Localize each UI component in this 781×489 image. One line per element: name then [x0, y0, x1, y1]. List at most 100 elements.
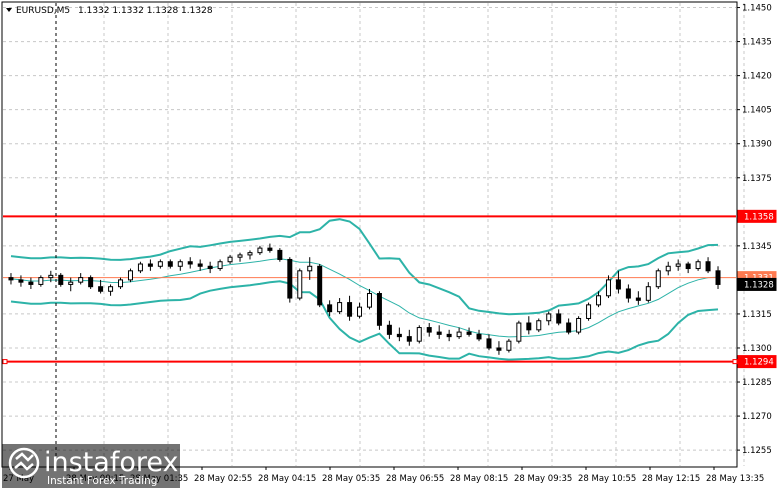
lower-price-badge: 1.1294: [737, 355, 777, 369]
lower-level-handle[interactable]: [2, 359, 8, 365]
candle: [526, 316, 532, 335]
price-tick-label: 1.1450: [742, 4, 772, 14]
candle: [486, 334, 492, 351]
candle: [108, 284, 114, 296]
candle: [58, 273, 64, 287]
lower-price-label: 1.1294: [744, 358, 774, 368]
candle: [337, 298, 343, 314]
candle: [247, 250, 253, 260]
candle: [476, 329, 482, 342]
candle: [625, 284, 631, 303]
ohlc-values: 1.1332 1.1332 1.1328 1.1328: [78, 6, 213, 16]
price-tick-label: 1.1420: [742, 72, 772, 82]
candle: [267, 243, 273, 253]
candle: [456, 327, 462, 339]
candle: [317, 264, 323, 308]
time-tick-label: 28 May 02:55: [194, 474, 252, 484]
plot-area[interactable]: [1, 1, 738, 468]
candle: [127, 268, 133, 283]
candle: [376, 291, 382, 330]
candle: [506, 338, 512, 353]
candle: [466, 327, 472, 337]
candle: [655, 268, 661, 289]
candle: [386, 320, 392, 339]
price-tick-label: 1.1435: [742, 38, 772, 48]
candle: [705, 257, 711, 274]
time-tick-label: 28 May 06:55: [386, 474, 444, 484]
candle: [147, 259, 153, 271]
price-tick-label: 1.1405: [742, 106, 772, 116]
last-price-label: 1.1328: [744, 280, 774, 290]
candle: [446, 329, 452, 342]
middle-band-line: [10, 258, 719, 338]
candle: [327, 300, 333, 317]
dropdown-triangle-icon[interactable]: [6, 8, 12, 12]
candle: [605, 275, 611, 299]
candle: [665, 261, 671, 276]
candle: [366, 288, 372, 310]
candle: [28, 277, 34, 289]
candle: [98, 279, 104, 294]
time-tick-label: 28 May 10:55: [578, 474, 636, 484]
time-tick-label: 28 May 12:15: [642, 474, 700, 484]
upper-price-label: 1.1358: [744, 212, 774, 222]
instaforex-logo: instaforex Instant Forex Trading: [2, 444, 180, 488]
candle: [576, 316, 582, 335]
candle: [167, 259, 173, 269]
candle: [685, 261, 691, 274]
lower-level-handle[interactable]: [732, 359, 738, 365]
price-axis: 1.1450 1.1435 1.1420 1.1405 1.1390 1.1375 1.13…: [737, 4, 772, 456]
candle: [207, 261, 213, 274]
symbol-label: EURUSD,M5: [16, 6, 70, 16]
time-tick-label: 28 May 09:35: [514, 474, 572, 484]
candle: [436, 325, 442, 339]
candle: [277, 248, 283, 262]
candle: [307, 257, 313, 280]
grid: [3, 3, 745, 466]
time-tick-label: 28 May 08:15: [450, 474, 508, 484]
level-lines: [2, 215, 738, 365]
candle: [187, 257, 193, 269]
time-tick-label: 28 May 05:35: [322, 474, 380, 484]
candle: [556, 309, 562, 326]
logo-tagline: Instant Forex Trading: [47, 475, 157, 487]
price-tick-label: 1.1375: [742, 174, 772, 184]
candle: [496, 341, 502, 355]
upper-band-line: [10, 218, 719, 316]
candle: [137, 261, 143, 274]
price-tick-label: 1.1270: [742, 412, 772, 422]
candle: [287, 257, 293, 303]
candle: [546, 311, 552, 326]
chart-header: EURUSD,M5 1.1332 1.1332 1.1328 1.1328: [6, 6, 213, 16]
candle: [257, 245, 263, 255]
logo-mark-icon: [8, 447, 40, 479]
candle: [635, 291, 641, 305]
candles: [8, 243, 721, 355]
candle: [237, 252, 243, 262]
price-tick-label: 1.1300: [742, 344, 772, 354]
candle: [406, 329, 412, 346]
candle: [227, 254, 233, 265]
candle: [516, 320, 522, 344]
price-tick-label: 1.1255: [742, 446, 772, 456]
candle: [536, 318, 542, 333]
price-tick-label: 1.1315: [742, 310, 772, 320]
candle: [416, 325, 422, 344]
candle: [347, 295, 353, 321]
price-tick-label: 1.1285: [742, 378, 772, 388]
candle: [78, 273, 84, 285]
time-tick-label: 28 May 13:35: [706, 474, 764, 484]
candle: [18, 275, 24, 287]
upper-price-badge: 1.1358: [737, 209, 777, 223]
candle: [426, 323, 432, 337]
candle: [396, 327, 402, 342]
time-tick-label: 28 May 04:15: [258, 474, 316, 484]
candle: [297, 268, 303, 301]
candle: [596, 291, 602, 308]
candle: [197, 259, 203, 271]
candle: [645, 282, 651, 303]
candle: [38, 275, 44, 287]
